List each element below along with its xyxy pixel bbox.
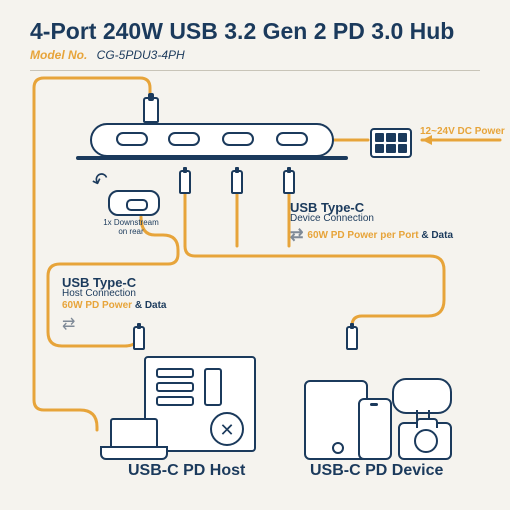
rear-arrow-icon: ↶	[88, 166, 112, 195]
rear-port-label: 1x Downstreamon rear	[86, 218, 176, 236]
hub-platform	[76, 156, 348, 160]
hub-port-2	[168, 132, 200, 146]
model-label: Model No.	[30, 48, 87, 62]
model-number: CG-5PDU3-4PH	[97, 48, 185, 62]
laptop-icon	[100, 418, 164, 458]
header-rule	[30, 70, 480, 71]
device-conn-power: ⇄60W PD Power per Port & Data	[290, 225, 453, 245]
host-connection-label: USB Type-C Host Connection 60W PD Power …	[62, 275, 167, 334]
page-title: 4-Port 240W USB 3.2 Gen 2 PD 3.0 Hub	[30, 18, 454, 45]
usb-plug-top	[143, 97, 159, 123]
host-bottom-label: USB-C PD Host	[128, 462, 245, 480]
camera-icon	[398, 422, 452, 460]
vr-headset-icon	[392, 378, 452, 414]
host-conn-power: 60W PD Power & Data	[62, 300, 167, 311]
device-plug-3	[283, 170, 295, 194]
dc-power-label: 12~24V DC Power	[420, 126, 505, 138]
phone-icon	[358, 398, 392, 460]
swap-icon: ⇄	[290, 225, 303, 245]
rear-downstream-port	[108, 190, 160, 216]
hub-port-4	[276, 132, 308, 146]
diagram-page: 4-Port 240W USB 3.2 Gen 2 PD 3.0 Hub Mod…	[0, 0, 510, 510]
device-conn-subtitle: Device Connection	[290, 213, 453, 224]
device-out-plug	[346, 326, 358, 350]
device-plug-1	[179, 170, 191, 194]
device-connection-label: USB Type-C Device Connection ⇄60W PD Pow…	[290, 200, 453, 245]
device-plug-2	[231, 170, 243, 194]
device-bottom-label: USB-C PD Device	[310, 462, 443, 480]
swap-icon: ⇄	[62, 314, 163, 334]
host-conn-subtitle: Host Connection	[62, 288, 167, 299]
dc-power-connector	[370, 128, 412, 158]
hub-port-1	[116, 132, 148, 146]
model-row: Model No. CG-5PDU3-4PH	[30, 48, 185, 62]
hub-port-3	[222, 132, 254, 146]
